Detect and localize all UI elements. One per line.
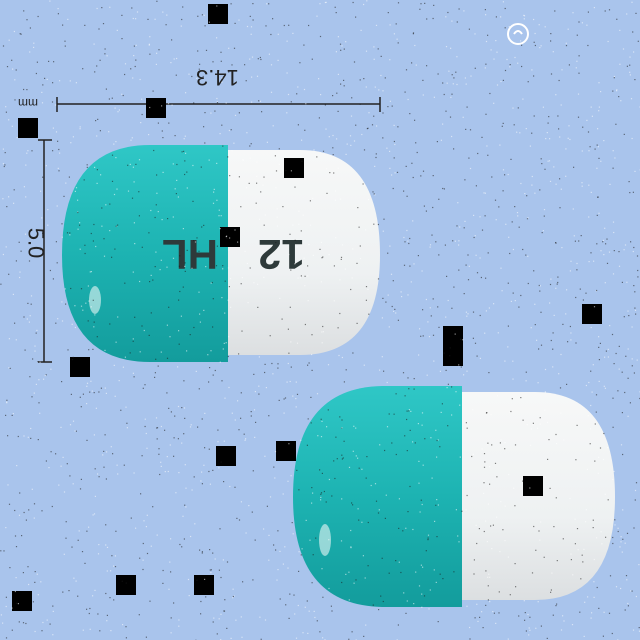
unit-label: mm — [18, 96, 38, 110]
mask-square — [116, 575, 136, 595]
mask-square — [146, 98, 166, 118]
mask-square — [582, 304, 602, 324]
mask-square — [523, 476, 543, 496]
mask-square — [276, 441, 296, 461]
mask-square — [12, 591, 32, 611]
mask-square — [284, 158, 304, 178]
mask-square — [220, 227, 240, 247]
mask-square — [443, 346, 463, 366]
length-label: 14.3 — [196, 65, 239, 90]
length-dimension-line — [56, 97, 381, 112]
capsule-top — [62, 145, 380, 362]
mask-square — [194, 575, 214, 595]
mask-square — [70, 357, 90, 377]
mask-square — [208, 4, 228, 24]
mask-square — [18, 118, 38, 138]
mask-square — [443, 326, 463, 346]
imprint-left: HL — [162, 231, 218, 278]
width-label: 5.0 — [23, 227, 49, 259]
capsule-bottom — [293, 386, 615, 607]
mask-square — [216, 446, 236, 466]
pharmacy-logo-icon — [507, 23, 529, 45]
imprint-right: 12 — [258, 231, 305, 278]
